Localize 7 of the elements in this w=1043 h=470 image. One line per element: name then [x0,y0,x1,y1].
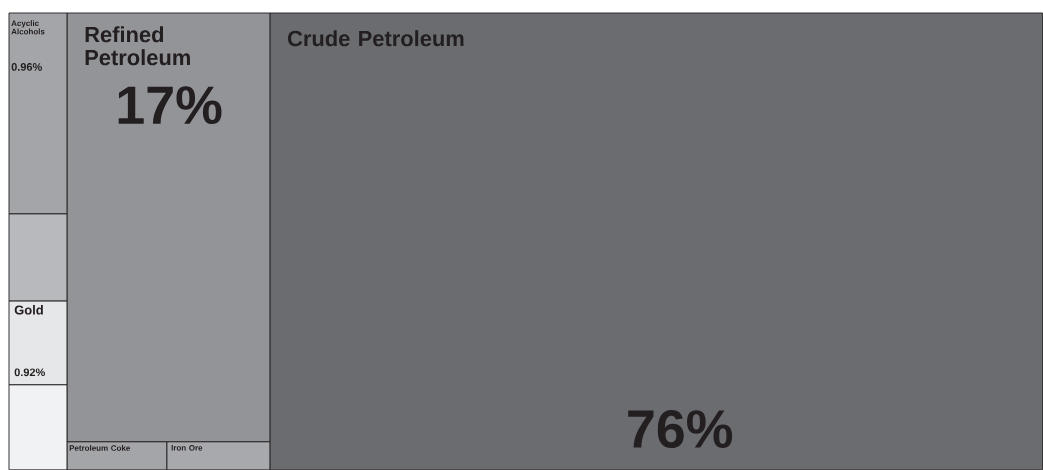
data-label: 76% [628,409,733,448]
data-label: 0.96% [11,62,42,71]
category-label: Crude Petroleum [287,30,464,47]
data-label: 0.92% [14,368,45,377]
category-label: Refined Petroleum [85,26,190,66]
data-label: 17% [118,86,222,124]
category-label: Gold [14,304,43,315]
